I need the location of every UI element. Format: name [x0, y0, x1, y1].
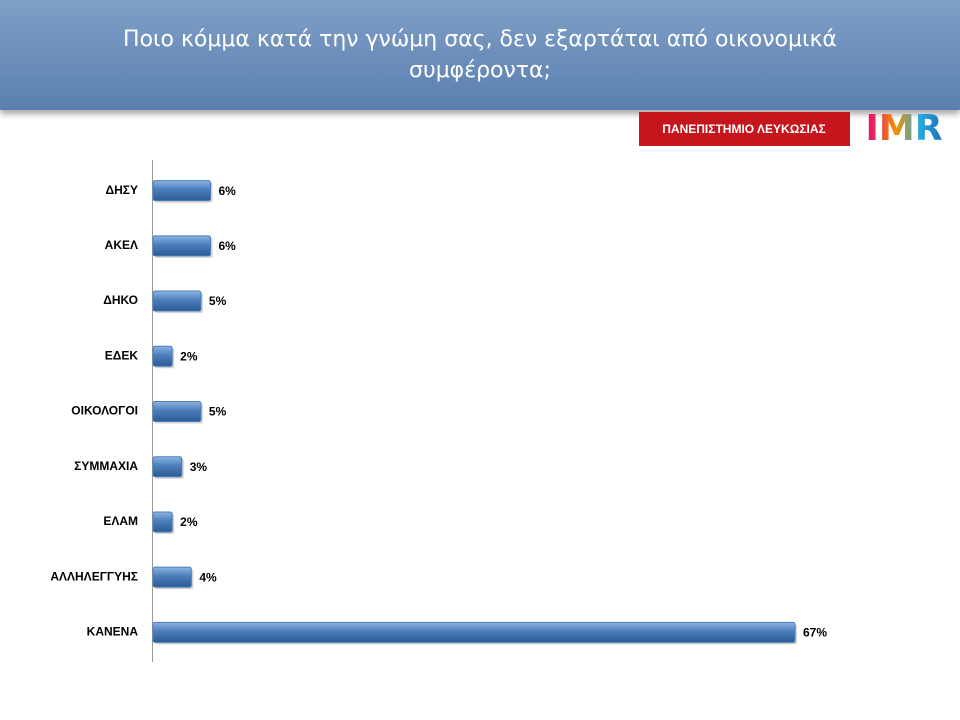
- chart-title: Ποιο κόμμα κατά την γνώμη σας, δεν εξαρτ…: [123, 27, 837, 83]
- data-label: 5%: [209, 405, 227, 419]
- bar: [152, 621, 796, 643]
- bar: [152, 290, 202, 312]
- university-logo: ΠΑΝΕΠΙΣΤΗΜΙΟ ΛΕΥΚΩΣΙΑΣ: [662, 122, 825, 136]
- bar: [152, 401, 202, 422]
- data-label: 67%: [803, 626, 827, 640]
- bar: [152, 235, 211, 257]
- bar: [152, 511, 173, 533]
- bar: [152, 345, 173, 367]
- y-tick-label: ΚΑΝΕΝΑ: [87, 625, 139, 639]
- header: Ποιο κόμμα κατά την γνώμη σας, δεν εξαρτ…: [0, 0, 960, 110]
- data-label: 6%: [218, 239, 236, 253]
- data-label: 2%: [180, 515, 198, 529]
- data-label: 2%: [180, 349, 198, 363]
- y-tick-label: ΣΥΜΜΑΧΙΑ: [74, 459, 138, 473]
- data-label: 5%: [209, 294, 227, 308]
- y-tick-label: ΟΙΚΟΛΟΓΟΙ: [71, 404, 138, 418]
- y-tick-label: ΔΗΣΥ: [106, 183, 139, 197]
- y-tick-label: ΔΗΚΟ: [103, 293, 138, 307]
- university-logo-box: [639, 112, 850, 146]
- data-label: 4%: [199, 570, 217, 584]
- y-tick-label: ΑΛΛΗΛΕΓΓΥΗΣ: [50, 569, 138, 583]
- data-label: 6%: [218, 184, 236, 198]
- y-tick-label: ΑΚΕΛ: [105, 238, 138, 252]
- data-label: 3%: [190, 460, 208, 474]
- bar: [152, 456, 183, 478]
- imr-logo: IMR: [866, 108, 943, 149]
- y-tick-label: ΕΛΑΜ: [103, 514, 138, 528]
- bar: [152, 566, 192, 588]
- bar: [152, 180, 211, 202]
- y-tick-label: ΕΔΕΚ: [105, 348, 139, 362]
